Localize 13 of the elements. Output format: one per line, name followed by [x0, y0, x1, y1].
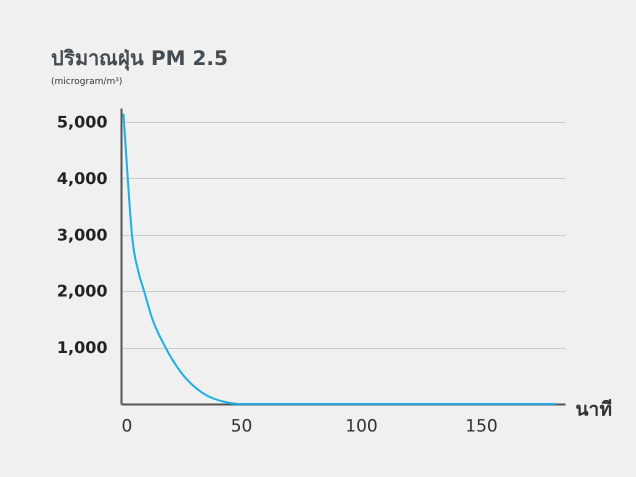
x-tick-label: 50 [230, 416, 252, 436]
y-tick-label: 1,000 [56, 338, 108, 358]
y-tick-label: 5,000 [56, 112, 108, 132]
chart-title: ปริมาณฝุ่น PM 2.5 [51, 46, 228, 71]
x-tick-label: 150 [465, 416, 498, 436]
x-axis-title: นาที [576, 398, 612, 420]
y-tick-label: 2,000 [56, 282, 108, 301]
y-tick-label: 3,000 [56, 225, 108, 244]
chart-subtitle: (microgram/m³) [51, 77, 122, 87]
line-series [122, 112, 556, 405]
x-tick-label: 0 [122, 416, 132, 436]
y-tick-label: 4,000 [56, 168, 108, 188]
x-tick-label: 100 [345, 416, 378, 436]
